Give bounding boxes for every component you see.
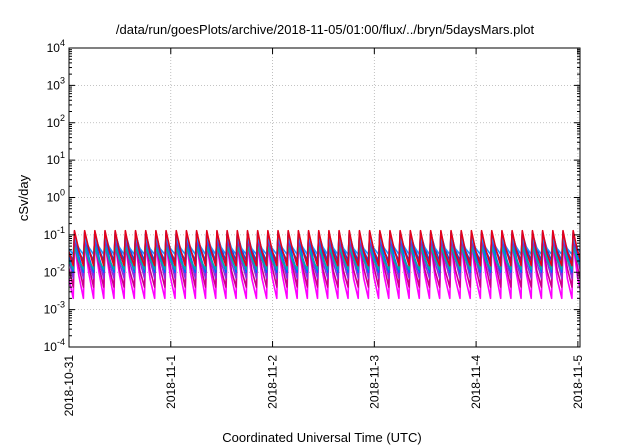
series-line (69, 237, 580, 256)
chart-title: /data/run/goesPlots/archive/2018-11-05/0… (116, 22, 535, 37)
x-tick-label: 2018-11-2 (266, 355, 280, 409)
y-axis-label: cSv/day (16, 174, 31, 221)
y-tick-label: 103 (47, 75, 65, 92)
x-tick-label: 2018-11-1 (164, 355, 178, 409)
y-tick-label: 10-4 (44, 337, 65, 354)
x-tick-label: 2018-11-3 (367, 355, 381, 409)
series-line (69, 239, 580, 288)
y-tick-label: 101 (47, 150, 65, 167)
x-tick-label: 2018-11-5 (571, 355, 585, 409)
x-tick-label: 2018-11-4 (469, 355, 483, 409)
series-layer (69, 229, 580, 300)
y-tick-label: 10-2 (44, 262, 65, 279)
y-tick-label: 10-3 (44, 300, 65, 317)
series-line (69, 242, 580, 300)
tick-layer: 10-4 10-3 10-2 10-1 100 101 102 103 104 2018-10-3… (44, 38, 585, 416)
series-line (69, 229, 580, 267)
y-tick-label: 100 (47, 188, 65, 205)
x-axis-label: Coordinated Universal Time (UTC) (222, 430, 421, 445)
x-tick-label: 2018-10-31 (62, 355, 76, 417)
y-tick-label: 10-1 (44, 225, 65, 242)
y-tick-label: 104 (47, 38, 65, 55)
y-tick-label: 102 (47, 113, 65, 130)
grid (69, 48, 580, 347)
